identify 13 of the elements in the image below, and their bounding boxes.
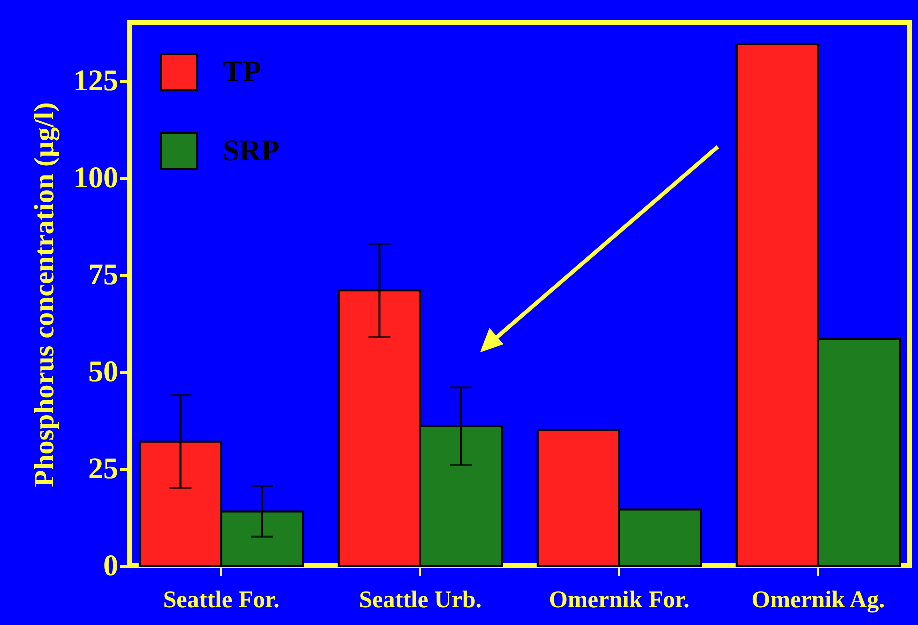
y-tick-label: 75 xyxy=(88,258,118,292)
y-tick-label: 25 xyxy=(88,452,118,486)
y-tick-label: 0 xyxy=(104,550,118,582)
x-tick-label: Seattle Urb. xyxy=(359,588,482,614)
y-tick-label: 100 xyxy=(74,162,118,195)
x-tick-label: Omernik Ag. xyxy=(752,588,886,614)
legend-label: SRP xyxy=(223,134,280,168)
y-tick-label: 125 xyxy=(74,64,118,98)
y-tick-label: 50 xyxy=(88,356,118,389)
x-tick-label: Omernik For. xyxy=(549,588,690,614)
x-tick-label: Seattle For. xyxy=(163,588,280,614)
y-axis-title: Phosphorus concentration (µg/l) xyxy=(30,102,60,488)
legend-label: TP xyxy=(223,56,262,88)
